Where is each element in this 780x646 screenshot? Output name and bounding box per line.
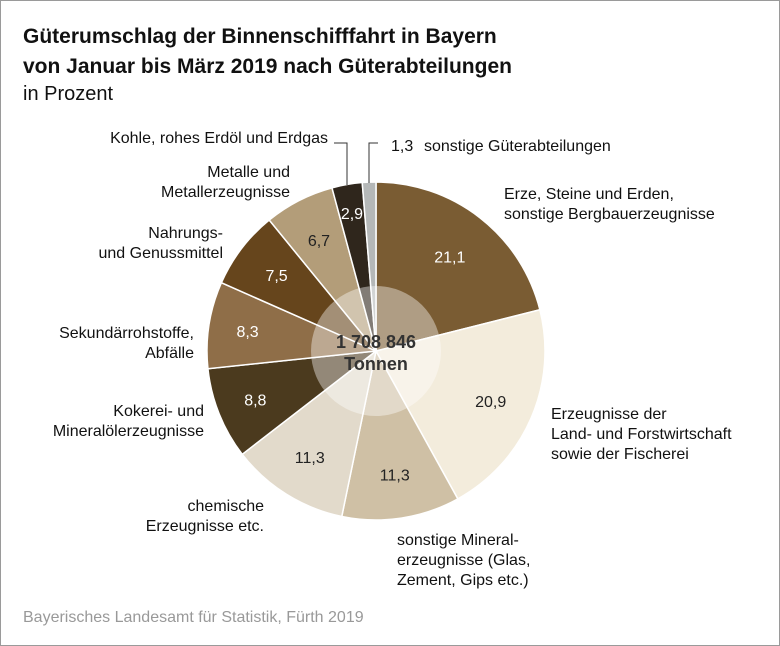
slice-category-label: sonstige Güterabteilungen — [424, 138, 611, 155]
pie-slice — [374, 308, 546, 500]
slice-value-label: 8,3 — [236, 324, 258, 341]
slice-category-label: Erze, Steine und Erden, sonstige Bergbaue… — [504, 186, 715, 223]
center-total-label: Tonnen — [344, 354, 408, 374]
pie-slice — [340, 348, 459, 521]
chart-title-line2: von Januar bis März 2019 nach Güterabtei… — [23, 55, 512, 78]
center-circle — [311, 286, 441, 416]
slice-category-label: Sekundärrohstoffe, Abfälle — [59, 325, 194, 362]
leader-line — [334, 142, 348, 185]
slice-category-label: Nahrungs-und Genussmittel — [98, 225, 223, 262]
slice-category-label: Erzeugnisse der Land- und Forstwirtschaft… — [551, 406, 732, 463]
source-note: Bayerisches Landesamt für Statistik, Für… — [23, 609, 364, 626]
slice-value-label: 20,9 — [475, 394, 506, 411]
slice-category-label: chemische Erzeugnisse etc. — [146, 498, 264, 535]
slice-category-label: Kohle, rohes Erdöl und Erdgas — [110, 130, 328, 147]
slice-value-label: 8,8 — [244, 392, 266, 409]
slice-value-label: 7,5 — [265, 268, 287, 285]
pie-slice — [375, 181, 541, 352]
slice-value-label: 21,1 — [434, 249, 465, 266]
pie-slice — [241, 349, 378, 518]
slice-category-label: Metalle und Metallerzeugnisse — [161, 164, 290, 201]
slice-value-label: 6,7 — [308, 233, 330, 250]
slice-value-label: 11,3 — [380, 468, 410, 485]
slice-value-label: 11,3 — [295, 450, 325, 467]
chart-title-line1: Güterumschlag der Binnenschifffahrt in B… — [23, 25, 497, 48]
center-total-label: 1 708 846 — [336, 332, 416, 352]
slice-value-label: 2,9 — [341, 206, 363, 223]
leader-line — [368, 142, 378, 183]
pie-slice — [206, 281, 379, 370]
pie-slice — [207, 349, 379, 456]
slice-category-label: sonstige Mineral-erzeugnisse (Glas, Zemen… — [397, 532, 530, 589]
slice-value-label: 1,3 — [391, 138, 413, 155]
chart-subtitle: in Prozent — [23, 83, 114, 105]
slice-category-label: Kokerei- und Mineralölerzeugnisse — [53, 403, 204, 440]
